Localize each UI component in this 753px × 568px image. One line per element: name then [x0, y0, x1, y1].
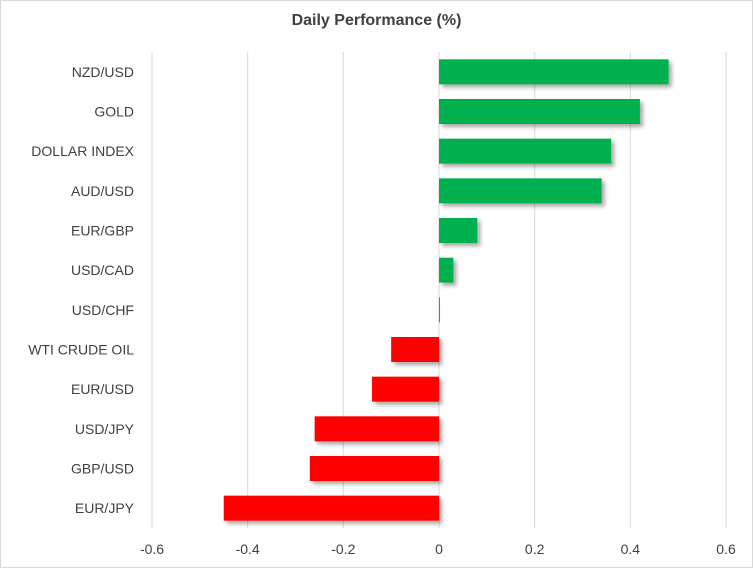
bar: [439, 59, 669, 85]
x-tick-label: 0.4: [621, 541, 641, 557]
bar: [439, 218, 478, 243]
chart-title: Daily Performance (%): [291, 12, 462, 29]
category-label: EUR/USD: [71, 381, 134, 397]
x-tick-label: 0.6: [716, 541, 736, 557]
x-tick-label: 0: [435, 541, 443, 557]
x-tick-label: -0.2: [331, 541, 355, 557]
bar: [439, 99, 640, 124]
category-label: USD/CHF: [72, 302, 134, 318]
bar: [439, 257, 454, 283]
bar: [391, 337, 439, 362]
category-label: USD/CAD: [71, 262, 134, 278]
category-label: USD/JPY: [75, 421, 135, 437]
bar: [309, 456, 439, 481]
bar: [223, 495, 439, 521]
x-tick-label: -0.6: [140, 541, 164, 557]
category-label: NZD/USD: [72, 64, 134, 80]
category-label: AUD/USD: [71, 183, 134, 199]
bar: [372, 376, 439, 402]
category-label: WTI CRUDE OIL: [28, 342, 134, 358]
category-label: EUR/JPY: [75, 500, 135, 516]
category-label: EUR/GBP: [71, 223, 134, 239]
x-tick-label: 0.2: [525, 541, 545, 557]
bar: [314, 416, 439, 442]
category-label: GBP/USD: [71, 461, 134, 477]
category-label: GOLD: [94, 104, 134, 120]
bar: [439, 297, 440, 323]
bar: [439, 138, 612, 164]
bar: [439, 178, 602, 204]
x-tick-label: -0.4: [236, 541, 260, 557]
category-label: DOLLAR INDEX: [31, 143, 134, 159]
